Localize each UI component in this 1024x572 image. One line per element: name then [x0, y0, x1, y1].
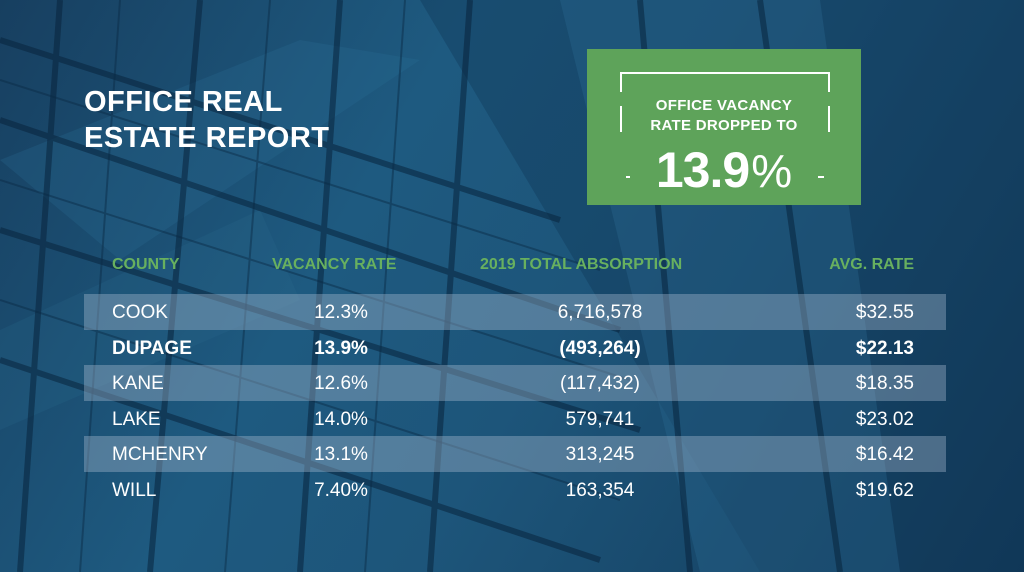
header-avg-rate: AVG. RATE	[829, 256, 914, 273]
table-header-row: COUNTY VACANCY RATE 2019 TOTAL ABSORPTIO…	[0, 256, 1024, 276]
cell-county: MCHENRY	[112, 444, 208, 465]
cell-county: COOK	[112, 302, 168, 323]
cell-absorption: 313,245	[565, 444, 635, 465]
callout-value-unit: %	[751, 145, 793, 197]
callout-text-line-1: OFFICE VACANCY	[655, 97, 793, 114]
cell-avg-rate: $32.55	[855, 302, 914, 323]
report-title-line-1: OFFICE REAL	[84, 86, 283, 118]
table-row-mchenry: MCHENRY 13.1% 313,245 $16.42	[0, 436, 1024, 472]
vacancy-callout-box: OFFICE VACANCY RATE DROPPED TO 13.9%	[587, 49, 861, 205]
cell-vacancy-rate: 12.6%	[314, 373, 368, 394]
header-county: COUNTY	[112, 256, 180, 273]
table-row-cook: COOK 12.3% 6,716,578 $32.55	[0, 294, 1024, 330]
table-row-kane: KANE 12.6% (117,432) $18.35	[0, 365, 1024, 401]
cell-county: DUPAGE	[112, 337, 192, 359]
callout-vacancy-value: 13.9%	[587, 145, 861, 196]
cell-vacancy-rate: 13.1%	[314, 444, 368, 465]
cell-avg-rate: $22.13	[855, 337, 914, 359]
cell-absorption: 6,716,578	[557, 302, 643, 323]
cell-avg-rate: $23.02	[855, 408, 914, 430]
cell-county: KANE	[112, 373, 164, 394]
report-title-line-2: ESTATE REPORT	[84, 122, 330, 154]
cell-avg-rate: $16.42	[855, 444, 914, 465]
cell-vacancy-rate: 12.3%	[314, 302, 368, 323]
cell-absorption: (117,432)	[560, 373, 640, 394]
cell-absorption: (493,264)	[559, 337, 641, 359]
header-total-absorption: 2019 TOTAL ABSORPTION	[480, 256, 683, 273]
cell-vacancy-rate: 13.9%	[314, 337, 368, 359]
report-title: OFFICE REAL ESTATE REPORT	[84, 84, 330, 156]
county-table: COOK 12.3% 6,716,578 $32.55 DUPAGE 13.9%…	[0, 294, 1024, 507]
callout-frame	[618, 72, 832, 180]
table-row-lake: LAKE 14.0% 579,741 $23.02	[0, 401, 1024, 437]
cell-avg-rate: $18.35	[855, 373, 914, 394]
callout-value-number: 13.9	[655, 142, 750, 198]
cell-county: LAKE	[112, 408, 161, 430]
cell-absorption: 579,741	[565, 408, 635, 430]
table-row-dupage: DUPAGE 13.9% (493,264) $22.13	[0, 330, 1024, 366]
callout-text-line-2: RATE DROPPED TO	[650, 117, 798, 134]
cell-vacancy-rate: 7.40%	[314, 479, 368, 501]
header-vacancy-rate: VACANCY RATE	[272, 256, 397, 273]
cell-avg-rate: $19.62	[855, 479, 914, 501]
table-row-will: WILL 7.40% 163,354 $19.62	[0, 472, 1024, 508]
cell-county: WILL	[112, 479, 157, 501]
cell-absorption: 163,354	[565, 479, 635, 501]
cell-vacancy-rate: 14.0%	[314, 408, 368, 430]
